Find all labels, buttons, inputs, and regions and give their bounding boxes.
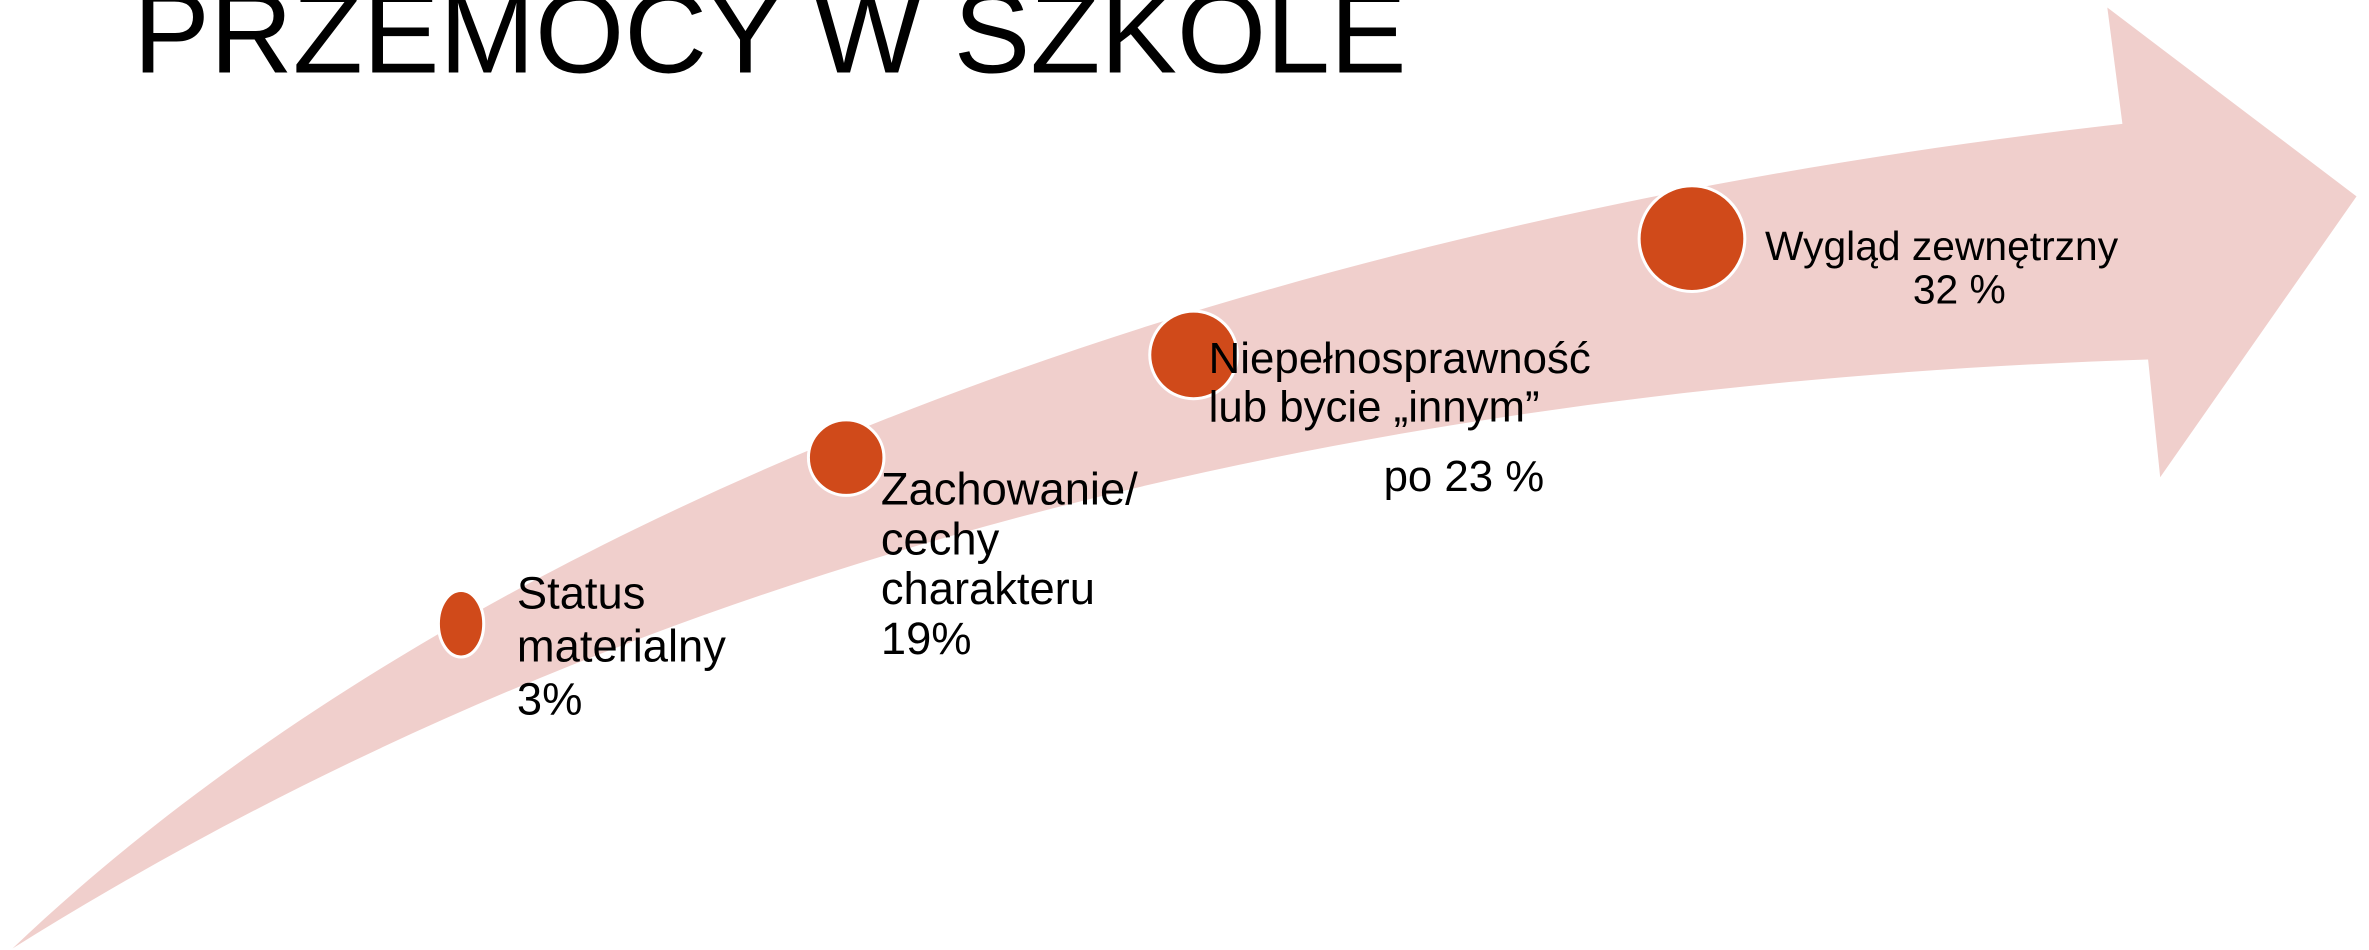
dot [436,589,486,659]
label-line: 19% [881,613,972,664]
label-line: cechy [881,513,1000,564]
label-line: 3% [517,673,582,724]
slide-title: PRZEMOCY W SZKOLE [133,0,1406,97]
label-line: Zachowanie/ [881,463,1138,514]
label-line: materialny [517,621,726,672]
item-label: Niepełnosprawność lub bycie „innym” [1209,334,1603,431]
item-label: Status materialny 3% [517,568,739,725]
item-label: Zachowanie/ cechy charakteru 19% [881,463,1150,664]
dot [806,418,886,497]
label-line: Niepełnosprawność [1209,334,1591,383]
arrow [12,7,2357,949]
item-label: Wygląd zewnętrzny 32 % [1765,223,2129,313]
label-line: Status [517,568,645,619]
label-line: charakteru [881,563,1095,614]
item-note: po 23 % [1384,452,1545,501]
dot [1637,184,1747,294]
label-line: 32 % [1913,267,2006,313]
label-line: Wygląd zewnętrzny [1765,223,2119,269]
dot [1148,309,1239,401]
label-line: lub bycie „innym” [1209,382,1540,431]
